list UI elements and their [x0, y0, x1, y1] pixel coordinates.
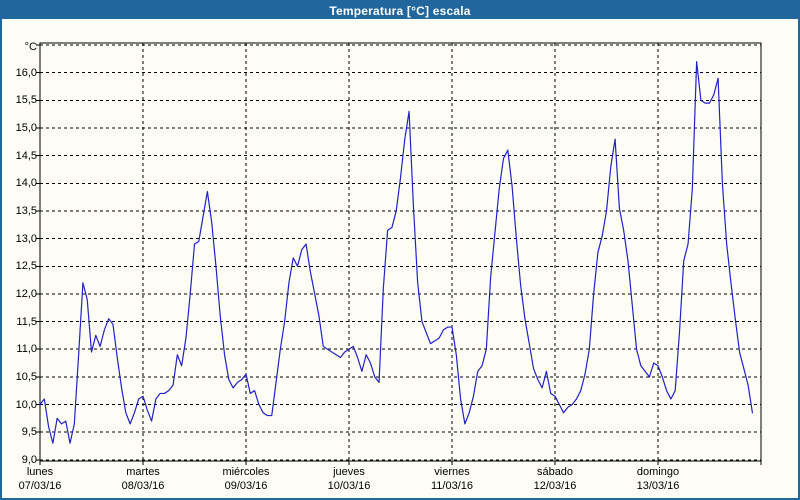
- x-axis-date-label: 07/03/16: [18, 480, 62, 492]
- x-axis-day-label: martes: [126, 466, 160, 478]
- x-axis-day-label: viernes: [434, 466, 470, 478]
- x-axis-day-label: jueves: [333, 466, 365, 478]
- plot-area: [36, 42, 762, 465]
- y-axis-label: 11,0: [16, 343, 37, 356]
- y-axis-unit-label: °C: [24, 41, 37, 53]
- y-axis-label: 10,0: [15, 398, 37, 411]
- x-axis-date-label: 11/03/16: [430, 480, 473, 492]
- x-axis-day-label: lunes: [26, 466, 54, 478]
- y-axis-label: 13,5: [15, 204, 37, 217]
- x-axis-day-label: sábado: [536, 466, 574, 478]
- chart-body: °C 16,0 15,5 15,0 14,5 14,0 13,5 13,0 12,5 12,0 11…: [2, 19, 798, 498]
- y-axis-label: 15,5: [15, 94, 37, 107]
- x-axis-date-label: 08/03/16: [121, 480, 165, 492]
- x-axis-date-label: 13/03/16: [636, 480, 680, 492]
- y-axis-label: 9,0: [21, 453, 37, 466]
- x-axis-day-label: domingo: [636, 466, 680, 478]
- x-axis-date-label: 09/03/16: [224, 480, 268, 492]
- y-axis-label: 11,5: [16, 315, 37, 328]
- title-bar: Temperatura [°C] escala: [2, 2, 798, 19]
- x-axis-day-label: miércoles: [222, 466, 270, 478]
- y-axis-label: 12,5: [15, 260, 37, 273]
- y-axis-label: 14,0: [15, 177, 37, 190]
- chart-title: Temperatura [°C] escala: [329, 3, 471, 18]
- y-axis-label: 14,5: [15, 149, 37, 162]
- y-axis-label: 12,0: [15, 287, 37, 300]
- x-axis-date-label: 10/03/16: [327, 480, 371, 492]
- x-axis-date-label: 12/03/16: [533, 480, 577, 492]
- y-axis-label: 13,0: [15, 232, 37, 245]
- y-axis-label: 15,0: [15, 122, 37, 134]
- plot-border: [39, 42, 762, 462]
- y-axis-label: 9,5: [21, 426, 37, 439]
- temperature-series-line: [39, 61, 754, 444]
- y-axis-label: 10,5: [15, 370, 37, 383]
- y-axis-label: 16,0: [15, 66, 37, 79]
